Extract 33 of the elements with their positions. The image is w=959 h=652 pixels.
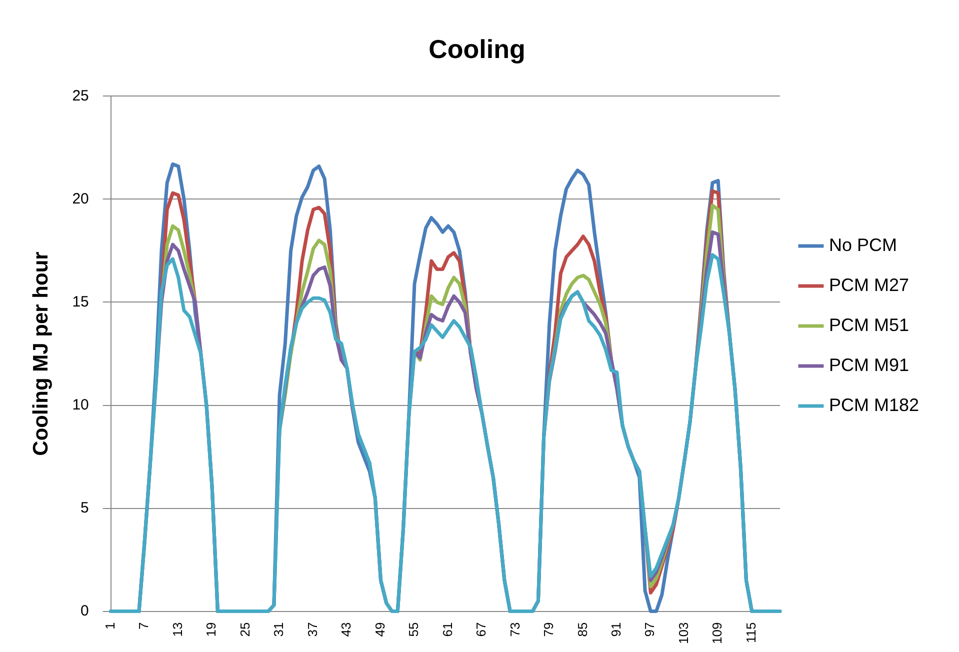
legend-label: PCM M91: [828, 354, 909, 375]
y-tick-label: 0: [80, 602, 89, 620]
y-tick-label: 20: [72, 190, 89, 208]
x-tick-label: 43: [338, 622, 354, 637]
x-tick-label: 103: [676, 622, 691, 644]
x-tick-label: 31: [271, 622, 286, 637]
y-axis-title: Cooling MJ per hour: [29, 252, 52, 456]
x-tick-label: 91: [608, 622, 624, 637]
x-tick-label: 109: [710, 622, 725, 644]
x-tick-label: 7: [136, 622, 152, 630]
x-tick-label: 55: [406, 622, 422, 637]
x-tick-label: 13: [170, 622, 185, 637]
legend-label: PCM M51: [828, 314, 909, 335]
y-tick-label: 5: [80, 499, 89, 516]
x-tick-label: 61: [440, 622, 455, 637]
x-tick-label: 115: [743, 622, 758, 644]
x-tick-label: 37: [304, 622, 320, 637]
x-tick-label: 1: [102, 622, 118, 630]
y-tick-label: 15: [72, 293, 89, 310]
y-tick-label: 10: [72, 396, 89, 414]
x-tick-label: 25: [237, 622, 252, 637]
x-tick-label: 49: [372, 622, 388, 637]
legend-label: PCM M182: [828, 394, 920, 415]
legend-label: PCM M27: [828, 274, 909, 295]
x-tick-label: 85: [574, 622, 590, 637]
x-tick-label: 97: [642, 622, 658, 637]
y-tick-label: 25: [72, 87, 89, 104]
x-tick-label: 19: [204, 622, 219, 637]
x-tick-label: 67: [474, 622, 489, 637]
legend-label: No PCM: [828, 234, 897, 255]
x-tick-label: 73: [507, 622, 522, 637]
x-tick-label: 79: [541, 622, 556, 637]
chart-title: Cooling: [428, 34, 526, 64]
